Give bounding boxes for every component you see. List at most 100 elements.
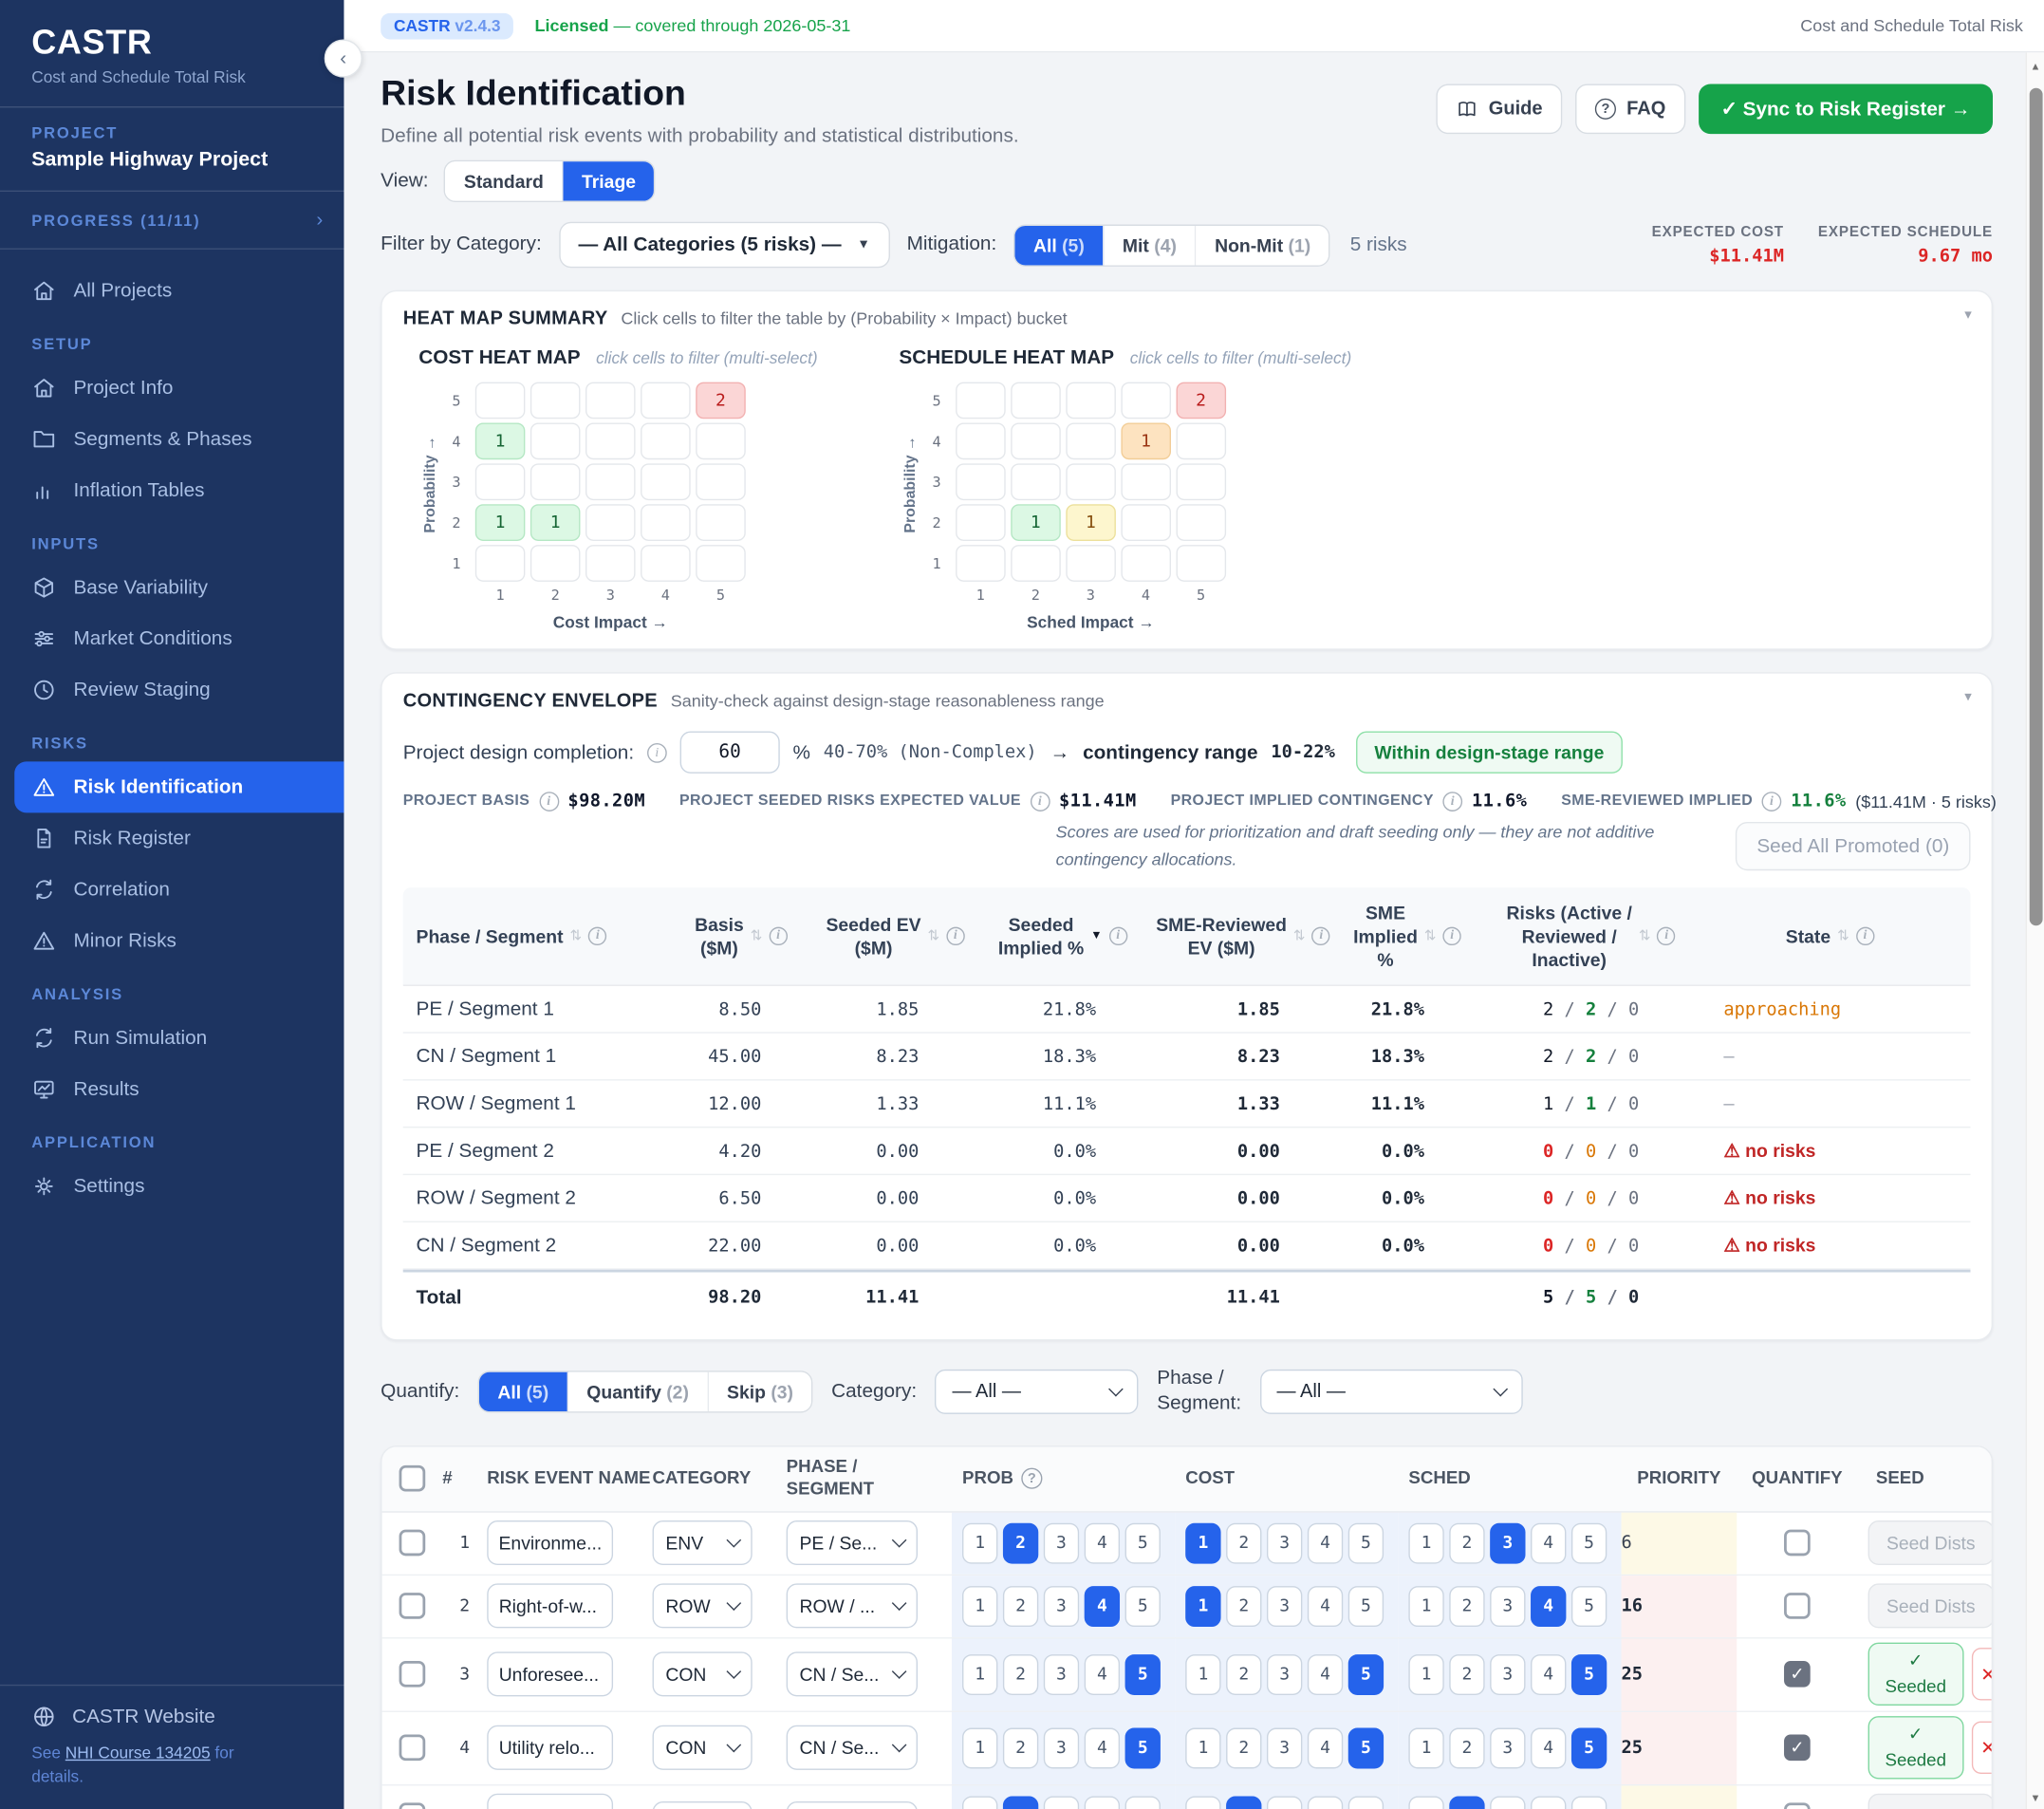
category-filter-dropdown[interactable]: — All Categories (5 risks) — ▼ — [558, 221, 890, 269]
prob-chip-1[interactable]: 1 — [962, 1727, 998, 1768]
column-header-seeded-ev[interactable]: Seeded EV ($M) ⇅ i — [816, 912, 974, 960]
heatmap-cell-p3-i2[interactable] — [1011, 463, 1061, 501]
info-icon[interactable]: i — [1657, 926, 1676, 945]
prob-chip-3[interactable]: 3 — [1043, 1522, 1080, 1564]
sched-chip-4[interactable]: 4 — [1531, 1585, 1567, 1627]
column-header-sme[interactable]: SME Implied % ⇅ i — [1335, 900, 1479, 971]
cost-chip-2[interactable]: 2 — [1226, 1796, 1262, 1809]
sidebar-item-settings[interactable]: Settings — [0, 1161, 344, 1212]
sidebar-item-market-conditions[interactable]: Market Conditions — [0, 613, 344, 664]
cost-chip-2[interactable]: 2 — [1226, 1653, 1262, 1695]
sort-icon[interactable]: ▼ — [1090, 928, 1103, 942]
sidebar-item-risk-identification[interactable]: Risk Identification — [14, 761, 344, 813]
heatmap-cell-p3-i3[interactable] — [585, 463, 636, 501]
sched-chip-5[interactable]: 5 — [1570, 1796, 1607, 1809]
heatmap-cell-p1-i5[interactable] — [1176, 545, 1226, 582]
prob-chip-5[interactable]: 5 — [1124, 1653, 1161, 1695]
cost-chip-4[interactable]: 4 — [1307, 1585, 1344, 1627]
nhi-course-link[interactable]: NHI Course 134205 — [65, 1743, 211, 1762]
sort-icon[interactable]: ⇅ — [1292, 927, 1306, 944]
sched-chip-5[interactable]: 5 — [1570, 1522, 1607, 1564]
sched-chip-5[interactable]: 5 — [1570, 1727, 1607, 1768]
heatmap-cell-p5-i5[interactable]: 2 — [1176, 382, 1226, 420]
phase-select[interactable]: PE / Se... — [786, 1520, 918, 1566]
prob-chip-5[interactable]: 5 — [1124, 1585, 1161, 1627]
heatmap-cell-p3-i5[interactable] — [1176, 463, 1226, 501]
heatmap-cell-p4-i2[interactable] — [530, 422, 581, 460]
heatmap-cell-p4-i1[interactable]: 1 — [474, 422, 526, 460]
quantify-option-quantify[interactable]: Quantify (2) — [567, 1371, 709, 1412]
prob-chip-4[interactable]: 4 — [1084, 1727, 1121, 1768]
cost-chip-5[interactable]: 5 — [1347, 1727, 1384, 1768]
heatmap-cell-p5-i3[interactable] — [1066, 382, 1116, 420]
cost-chip-2[interactable]: 2 — [1226, 1585, 1262, 1627]
prob-chip-4[interactable]: 4 — [1084, 1653, 1121, 1695]
sched-chip-4[interactable]: 4 — [1531, 1796, 1567, 1809]
prob-chip-4[interactable]: 4 — [1084, 1522, 1121, 1564]
sort-icon[interactable]: ⇅ — [750, 927, 763, 944]
sort-icon[interactable]: ⇅ — [1837, 927, 1849, 944]
info-icon[interactable]: i — [1442, 926, 1461, 945]
cost-chip-1[interactable]: 1 — [1185, 1585, 1221, 1627]
heatmap-cell-p2-i2[interactable]: 1 — [530, 504, 581, 541]
seeded-button[interactable]: ✓ Seeded — [1867, 1715, 1963, 1781]
heatmap-cell-p2-i1[interactable]: 1 — [474, 504, 526, 541]
risk-name-input[interactable] — [487, 1725, 614, 1771]
sched-chip-5[interactable]: 5 — [1570, 1653, 1607, 1695]
prob-chip-4[interactable]: 4 — [1084, 1585, 1121, 1627]
category-select[interactable]: CON — [652, 1651, 753, 1697]
phase-select[interactable]: CN / Se... — [786, 1651, 918, 1697]
mitigation-option-all[interactable]: All (5) — [1014, 225, 1105, 265]
sync-to-risk-register-button[interactable]: ✓ Sync to Risk Register → — [1698, 84, 1994, 135]
sidebar-item-project-info[interactable]: Project Info — [0, 363, 344, 414]
column-header-sme-reviewed[interactable]: SME-Reviewed EV ($M) ⇅ i — [1151, 912, 1335, 960]
sched-chip-2[interactable]: 2 — [1449, 1727, 1485, 1768]
sidebar-item-base-variability[interactable]: Base Variability — [0, 562, 344, 613]
seed-dists-button[interactable]: Seed Dists — [1867, 1520, 1992, 1566]
seed-dists-button[interactable]: Seed Dists — [1867, 1793, 1992, 1809]
sidebar-item-run-simulation[interactable]: Run Simulation — [0, 1013, 344, 1064]
heatmap-cell-p5-i1[interactable] — [474, 382, 526, 420]
prob-chip-1[interactable]: 1 — [962, 1522, 998, 1564]
collapse-caret-icon[interactable]: ▾ — [1964, 689, 1972, 705]
cost-chip-3[interactable]: 3 — [1266, 1727, 1303, 1768]
sort-icon[interactable]: ⇅ — [569, 927, 583, 944]
sched-chip-2[interactable]: 2 — [1449, 1585, 1485, 1627]
sidebar-item-results[interactable]: Results — [0, 1064, 344, 1115]
heatmap-cell-p4-i4[interactable] — [641, 422, 691, 460]
sched-chip-4[interactable]: 4 — [1531, 1522, 1567, 1564]
info-icon[interactable]: i — [1442, 791, 1463, 811]
cost-chip-3[interactable]: 3 — [1266, 1653, 1303, 1695]
sched-chip-5[interactable]: 5 — [1570, 1585, 1607, 1627]
sched-chip-1[interactable]: 1 — [1408, 1727, 1444, 1768]
scrollbar[interactable]: ▲ ▼ — [2025, 52, 2044, 1809]
heatmap-cell-p4-i5[interactable] — [1176, 422, 1226, 460]
heatmap-cell-p3-i4[interactable] — [641, 463, 691, 501]
quantify-checkbox[interactable]: ✓ — [1784, 1661, 1811, 1688]
heatmap-cell-p2-i3[interactable]: 1 — [1066, 504, 1116, 541]
sched-chip-1[interactable]: 1 — [1408, 1522, 1444, 1564]
mitigation-option-mit[interactable]: Mit (4) — [1104, 225, 1197, 265]
prob-chip-2[interactable]: 2 — [1002, 1585, 1039, 1627]
sched-chip-3[interactable]: 3 — [1490, 1585, 1526, 1627]
column-header-seeded[interactable]: Seeded Implied % ▼ i — [974, 912, 1151, 960]
heatmap-cell-p4-i1[interactable] — [955, 422, 1006, 460]
sidebar-item-segments-phases[interactable]: Segments & Phases — [0, 414, 344, 465]
category-select[interactable]: CON — [652, 1725, 753, 1771]
row-checkbox[interactable] — [399, 1734, 426, 1762]
cost-chip-4[interactable]: 4 — [1307, 1522, 1344, 1564]
prob-chip-3[interactable]: 3 — [1043, 1796, 1080, 1809]
heatmap-cell-p2-i2[interactable]: 1 — [1011, 504, 1061, 541]
info-icon[interactable]: i — [1108, 926, 1127, 945]
cost-chip-5[interactable]: 5 — [1347, 1796, 1384, 1809]
heatmap-cell-p4-i3[interactable] — [585, 422, 636, 460]
sort-icon[interactable]: ⇅ — [927, 927, 940, 944]
scroll-up-icon[interactable]: ▲ — [2030, 60, 2041, 73]
heatmap-cell-p2-i1[interactable] — [955, 504, 1006, 541]
sidebar-item-inflation-tables[interactable]: Inflation Tables — [0, 465, 344, 516]
heatmap-cell-p5-i5[interactable]: 2 — [696, 382, 746, 420]
prob-chip-2[interactable]: 2 — [1002, 1796, 1039, 1809]
heatmap-cell-p4-i2[interactable] — [1011, 422, 1061, 460]
quantify-option-skip[interactable]: Skip (3) — [708, 1371, 812, 1412]
cost-chip-1[interactable]: 1 — [1185, 1727, 1221, 1768]
